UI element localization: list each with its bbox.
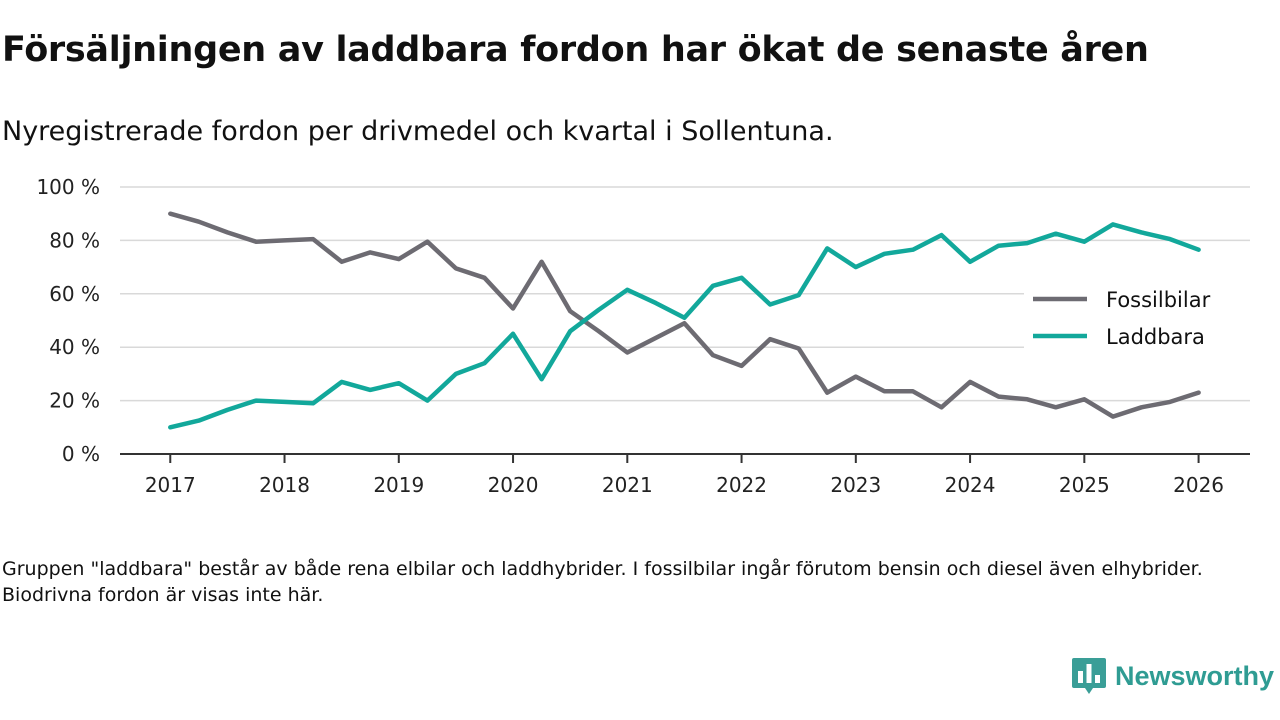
x-tick-label: 2023 — [830, 473, 881, 497]
line-chart: 0 % 20 % 40 % 60 % 80 % 100 % 2017 2018 2019 2020… — [36, 175, 1250, 497]
x-tick-label: 2017 — [145, 473, 196, 497]
chart-title: Försäljningen av laddbara fordon har öka… — [2, 30, 1149, 70]
series-lines — [168, 211, 1201, 430]
series-line-laddbara — [168, 222, 1201, 430]
y-tick-label: 40 % — [49, 335, 100, 359]
newsworthy-logo-icon — [1071, 658, 1106, 694]
x-tick-label: 2022 — [716, 473, 767, 497]
y-tick-label: 80 % — [49, 228, 100, 252]
x-tick-label: 2021 — [602, 473, 653, 497]
x-tick-label: 2026 — [1173, 473, 1224, 497]
x-tick-label: 2024 — [945, 473, 996, 497]
x-tick-label: 2018 — [259, 473, 310, 497]
legend-background — [1024, 280, 1250, 350]
legend: Fossilbilar Laddbara — [1024, 280, 1250, 350]
x-tick-label: 2025 — [1059, 473, 1110, 497]
y-tick-label: 60 % — [49, 282, 100, 306]
y-tick-label: 100 % — [36, 175, 100, 199]
y-tick-label: 0 % — [62, 442, 100, 466]
axes: 0 % 20 % 40 % 60 % 80 % 100 % 2017 2018 2019 2020… — [36, 175, 1250, 497]
brand-name: Newsworthy — [1114, 660, 1274, 691]
series-line-fossilbilar — [168, 211, 1201, 419]
legend-label-fossilbilar: Fossilbilar — [1106, 288, 1211, 312]
chart-subtitle: Nyregistrerade fordon per drivmedel och … — [2, 116, 834, 147]
footnote: Gruppen "laddbara" består av både rena e… — [2, 558, 1203, 606]
x-tick-label: 2019 — [373, 473, 424, 497]
brand-logo[interactable]: Newsworthy — [1071, 656, 1274, 696]
legend-label-laddbara: Laddbara — [1106, 325, 1205, 349]
y-tick-label: 20 % — [49, 389, 100, 413]
x-tick-label: 2020 — [488, 473, 539, 497]
